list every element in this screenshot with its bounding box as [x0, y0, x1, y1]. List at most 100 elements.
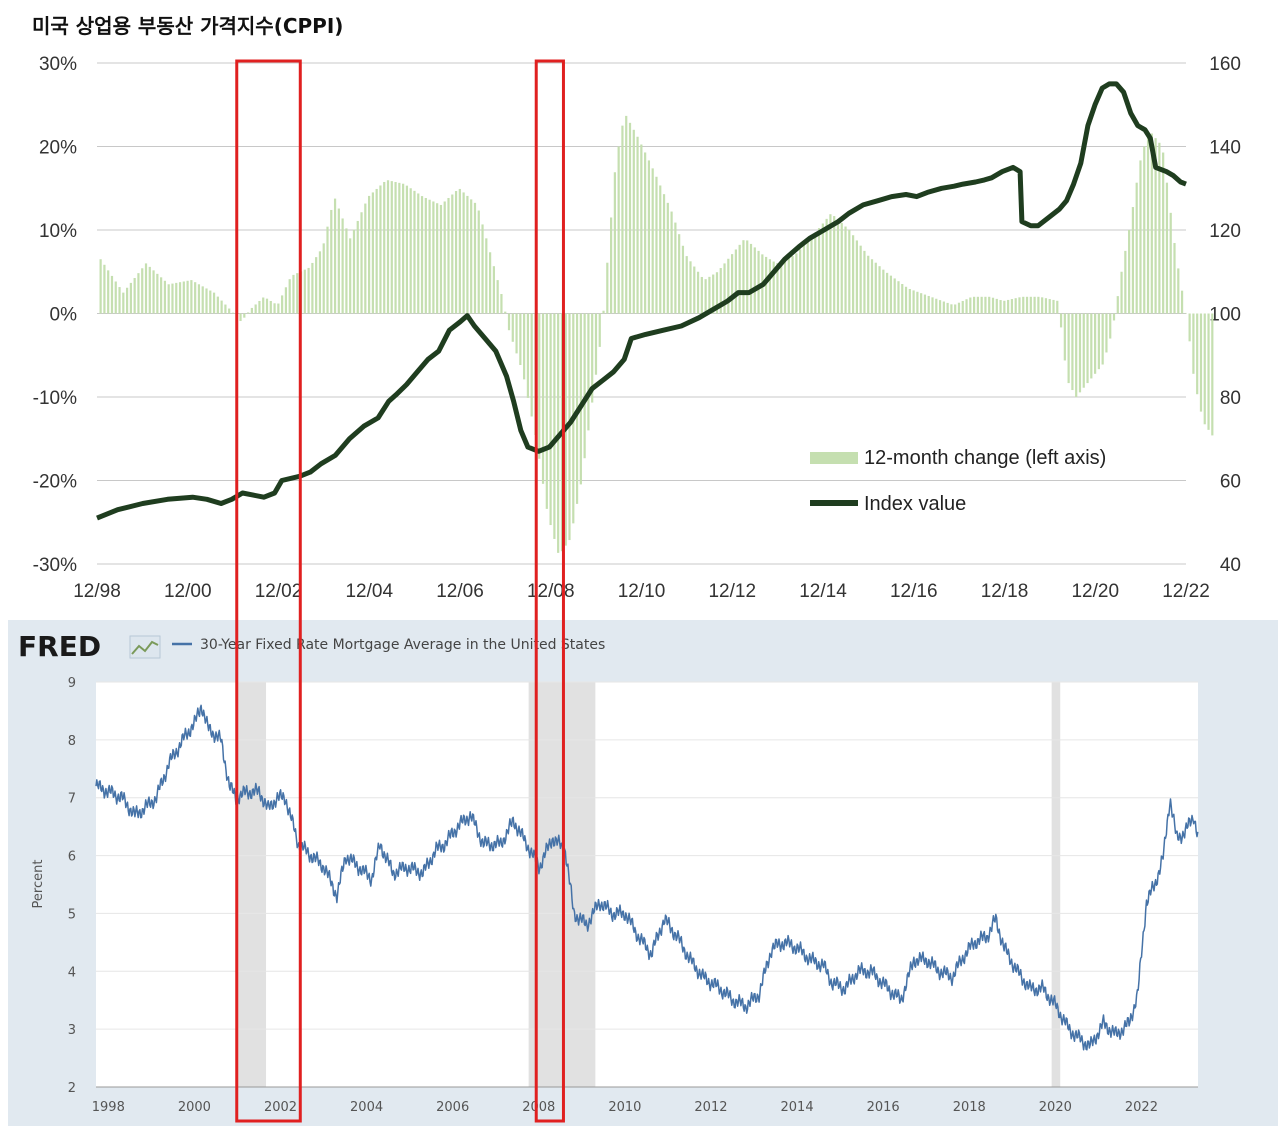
cppi-change-bar	[591, 313, 594, 403]
cppi-change-bar	[579, 313, 582, 485]
cppi-change-bar	[1071, 313, 1074, 391]
cppi-change-bar	[647, 160, 651, 314]
cppi-change-bar	[364, 203, 367, 314]
cppi-change-bar	[965, 299, 968, 314]
cppi-change-bar	[1177, 268, 1180, 314]
cppi-change-bar	[984, 296, 987, 314]
cppi-change-bar	[228, 308, 231, 314]
cppi-change-bar	[141, 268, 144, 314]
cppi-change-bar	[466, 195, 469, 314]
cppi-change-bar	[882, 269, 885, 314]
cppi-change-bar	[1196, 313, 1199, 395]
cppi-x-tick-label: 12/06	[436, 581, 484, 602]
cppi-change-bar	[791, 256, 794, 314]
cppi-right-tick-label: 100	[1209, 305, 1241, 326]
cppi-change-bar	[530, 313, 533, 417]
cppi-change-bar	[659, 185, 662, 314]
cppi-change-bar	[246, 312, 250, 314]
cppi-title: 미국 상업용 부동산 가격지수(CPPI)	[32, 14, 343, 38]
fred-x-tick-label: 2010	[608, 1100, 641, 1115]
cppi-change-bar	[738, 244, 741, 314]
cppi-chart: 30% 20% 10% 0% -10% -20% -30% 160 140 120 100 80 60…	[33, 54, 1241, 602]
cppi-index-line-group	[96, 81, 1187, 521]
cppi-change-bar	[587, 313, 590, 431]
cppi-change-bar	[1078, 313, 1082, 393]
fred-y-tick-label: 9	[68, 676, 76, 691]
cppi-change-bar	[606, 262, 609, 314]
fred-x-tick-label: 2012	[694, 1100, 727, 1115]
cppi-change-bar	[292, 274, 295, 314]
cppi-change-bar	[719, 268, 722, 314]
cppi-right-axis: 160 140 120 100 80 60 40	[1209, 54, 1241, 576]
cppi-right-tick-label: 80	[1220, 388, 1241, 409]
cppi-change-bar	[352, 229, 356, 314]
cppi-change-bar	[538, 313, 541, 459]
cppi-change-bar	[1052, 299, 1055, 314]
cppi-right-tick-label: 160	[1209, 54, 1241, 75]
cppi-change-bar	[1014, 298, 1017, 314]
cppi-x-tick-label: 12/10	[618, 581, 666, 602]
cppi-change-bar	[114, 281, 117, 314]
cppi-change-bar	[757, 250, 760, 314]
cppi-change-bar	[333, 198, 337, 314]
legend-line-label: Index value	[864, 493, 966, 515]
fred-recession-band	[1051, 682, 1061, 1087]
cppi-change-bar	[904, 286, 908, 314]
cppi-change-bar	[651, 168, 654, 314]
cppi-change-bar	[303, 269, 306, 314]
cppi-change-bar	[991, 297, 995, 314]
cppi-change-bar	[712, 274, 715, 314]
cppi-change-bar	[345, 228, 348, 314]
cppi-change-bar	[216, 296, 219, 314]
cppi-change-bar	[1075, 313, 1078, 397]
highlight-box-2	[534, 59, 565, 1123]
cppi-change-bar	[644, 152, 647, 314]
cppi-change-bar	[504, 311, 507, 314]
cppi-index-line	[96, 81, 1187, 521]
cppi-change-bar	[916, 291, 919, 314]
cppi-change-bar	[632, 129, 635, 314]
cppi-change-bar	[799, 249, 802, 314]
cppi-change-bar	[402, 183, 405, 314]
cppi-change-bar	[746, 240, 749, 314]
cppi-change-bar	[231, 312, 235, 314]
cppi-change-bar	[220, 300, 223, 314]
cppi-change-bar	[817, 228, 821, 314]
cppi-change-bar	[666, 202, 669, 314]
fred-y-axis: 9 8 7 6 5 4 3 2	[68, 676, 76, 1096]
cppi-change-bar	[133, 278, 136, 314]
cppi-change-bar	[609, 217, 613, 314]
cppi-change-bar	[1007, 299, 1010, 314]
cppi-change-bar	[1093, 313, 1097, 374]
cppi-change-bar	[167, 284, 170, 314]
cppi-change-bar	[621, 125, 624, 314]
cppi-change-bar	[224, 304, 227, 314]
cppi-change-bar	[1116, 296, 1119, 314]
cppi-change-bar	[488, 252, 492, 314]
cppi-x-tick-label: 12/04	[345, 581, 393, 602]
cppi-left-tick-label: 30%	[39, 54, 77, 75]
cppi-change-bar	[602, 310, 605, 314]
cppi-change-bar	[148, 266, 151, 314]
cppi-x-tick-label: 12/08	[527, 581, 575, 602]
cppi-change-bar	[863, 250, 866, 314]
cppi-change-bar	[851, 235, 855, 314]
cppi-change-bar	[330, 209, 333, 314]
cppi-change-bar	[935, 298, 938, 314]
cppi-change-bar	[674, 222, 677, 314]
cppi-change-bar	[477, 210, 480, 314]
cppi-change-bar	[897, 281, 900, 314]
cppi-change-bar	[783, 259, 787, 314]
cppi-change-bar	[636, 136, 639, 314]
cppi-change-bar	[473, 202, 477, 314]
cppi-change-bar	[678, 234, 681, 314]
cppi-change-bar	[443, 201, 446, 314]
cppi-change-bar	[1090, 313, 1093, 379]
cppi-change-bar	[1086, 313, 1089, 384]
cppi-change-bar	[1112, 313, 1116, 321]
cppi-change-bar	[367, 195, 371, 314]
cppi-change-bar	[171, 283, 174, 314]
cppi-change-bar	[1029, 296, 1032, 314]
cppi-change-bar	[681, 245, 685, 314]
cppi-change-bar	[662, 194, 666, 314]
